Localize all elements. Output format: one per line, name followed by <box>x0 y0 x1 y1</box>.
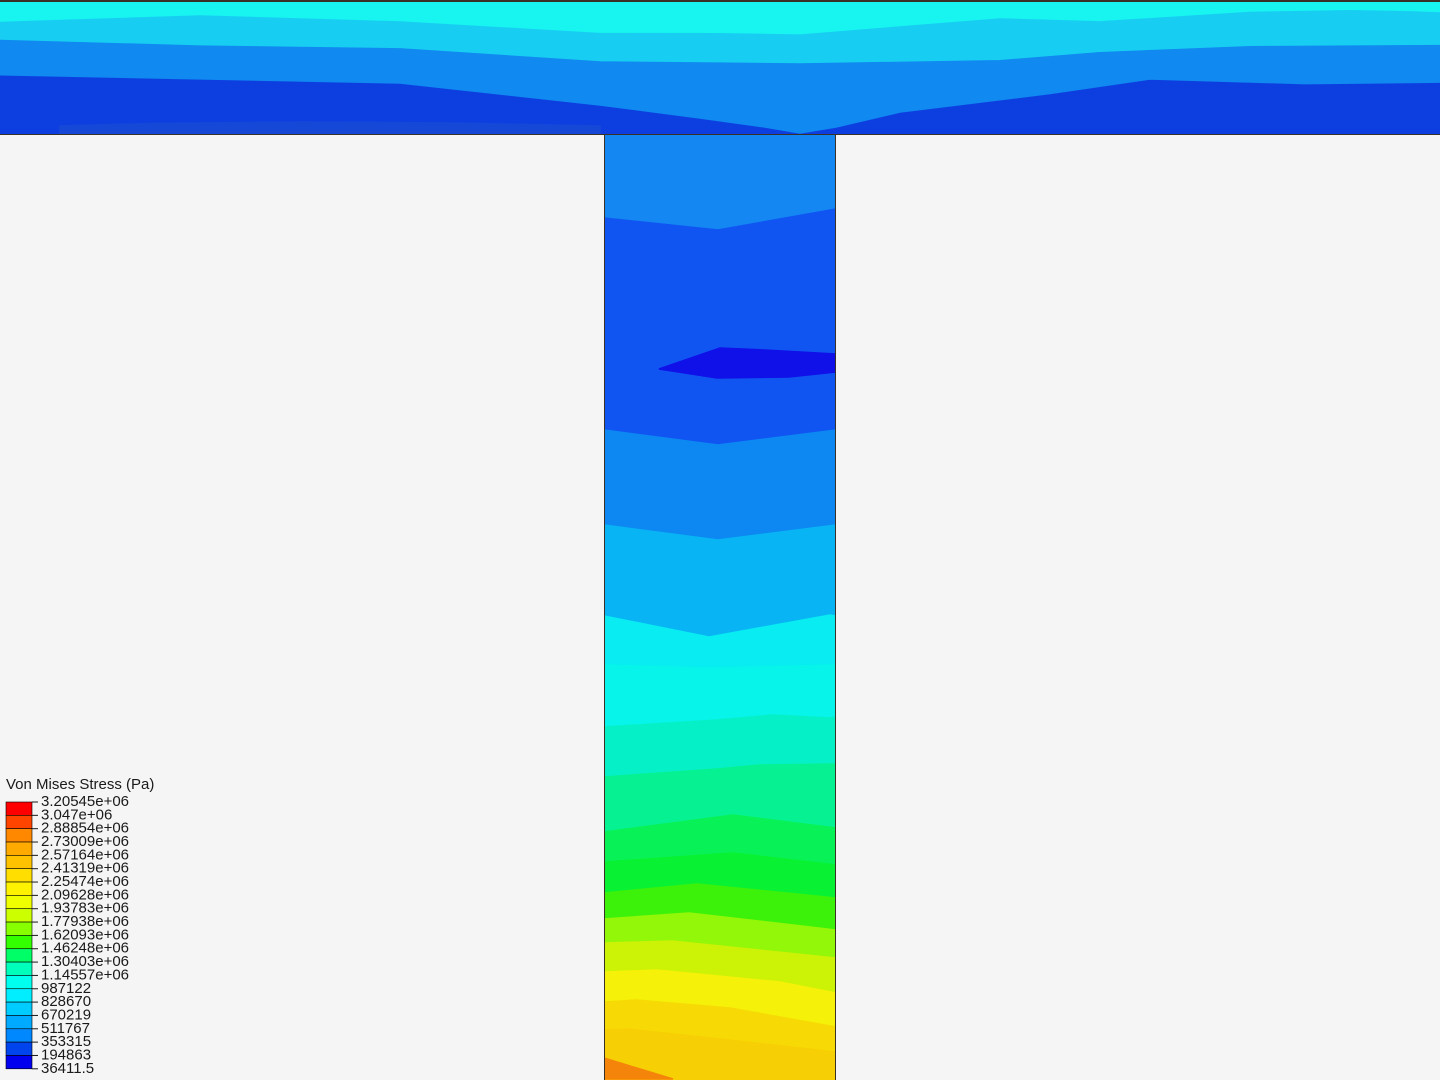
svg-text:36411.5: 36411.5 <box>41 1060 94 1077</box>
svg-text:Von Mises Stress (Pa): Von Mises Stress (Pa) <box>6 776 154 793</box>
